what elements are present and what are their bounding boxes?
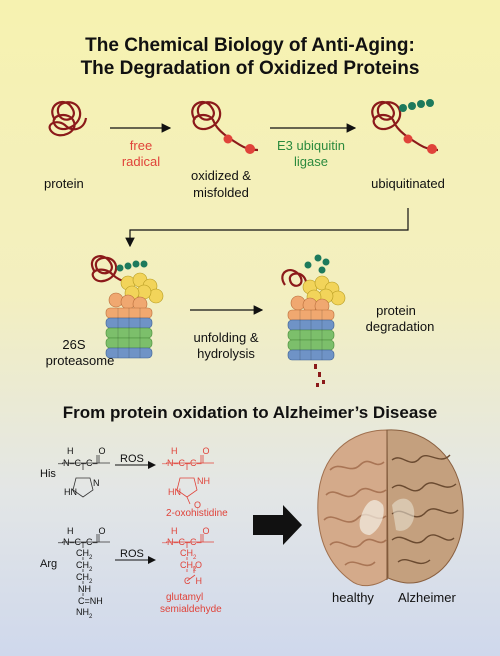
oxohis-hn: HN [168,487,181,497]
gsa-top-atoms: H O [166,526,210,536]
arg-backbone: –N–C–C– [58,537,98,547]
arg-nh2: NH2 [76,607,93,620]
label-misfolded: misfolded [193,185,249,200]
gsa-o: O [190,560,203,570]
arg-top-atoms: H O [62,526,106,536]
label-glutamyl: glutamyl [166,592,204,603]
gsa-backbone: –N–C–C– [162,537,202,547]
label-unfolding: unfolding & [193,330,259,345]
arg-ch2-3: CH2 [76,572,93,585]
gsa-ch2-2: CH2 [180,560,197,573]
label-protein-2: protein [376,303,416,318]
oxohis-nh: NH [197,476,210,486]
label-hydrolysis: hydrolysis [197,346,255,361]
arginine-structure [62,534,110,596]
label-free: free [129,138,153,153]
label-ros-1: ROS [120,453,144,465]
gsa-aldehyde: C H [184,576,202,586]
arg-guanidine: C=NH [78,596,103,606]
label-radical: radical [121,154,161,169]
label-degradation: degradation [365,319,435,334]
protein-coil-icon [48,101,88,137]
brain-icon [317,429,464,587]
label-e3-ubiquitin: E3 ubiquitin [277,138,345,153]
arg-ch2-1: CH2 [76,548,93,561]
label-alzheimer: Alzheimer [398,590,456,605]
label-proteasome: proteasome [45,353,115,368]
title-line-2: The Degradation of Oxidized Proteins [80,58,420,79]
big-arrow-icon [253,505,302,545]
his-ring-n: N [93,478,100,488]
his-top-atoms: H O [62,446,106,456]
oxohis-backbone: –N–C–C– [162,458,202,468]
histidine-structure [62,455,110,498]
degrading-proteasome-icon [281,254,346,387]
label-his: His [40,468,56,480]
label-semialdehyde: semialdehyde [160,604,222,615]
label-arg: Arg [40,558,58,570]
label-oxidized: oxidized & [191,168,251,183]
gsa-ch2-1: CH2 [180,548,197,561]
label-26s: 26S [62,337,86,352]
label-protein: protein [44,176,84,191]
title-line-1: The Chemical Biology of Anti-Aging: [85,35,415,56]
label-ubiquitinated: ubiquitinated [371,176,445,191]
arg-ch2-2: CH2 [76,560,93,573]
his-ring-hn: HN [64,487,77,497]
label-ros-2: ROS [120,548,144,560]
arg-nh: NH [78,584,91,594]
oxohis-o: O [194,500,202,510]
oxohis-top-atoms: H O [166,446,210,456]
oxidized-protein-icon [191,101,259,154]
proteasome-icon [90,255,164,359]
semialdehyde-structure [166,534,214,582]
label-healthy: healthy [332,590,374,605]
section-heading: From protein oxidation to Alzheimer’s Di… [62,403,438,422]
label-2-oxohistidine: 2-oxohistidine [166,508,228,519]
his-backbone: –N–C–C– [58,458,98,468]
arrow-to-proteasome [125,208,409,248]
oxohistidine-structure [166,455,214,505]
ubiquitinated-protein-icon [371,99,439,154]
label-ligase: ligase [294,154,328,169]
